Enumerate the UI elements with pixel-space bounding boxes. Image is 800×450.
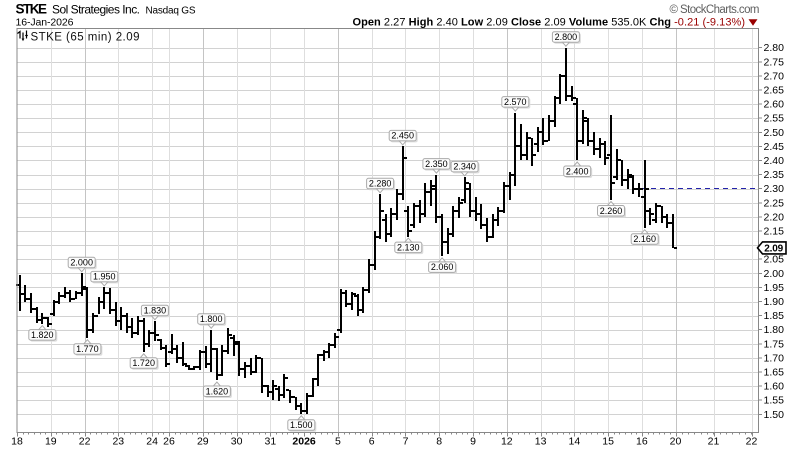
svg-text:1.800: 1.800 xyxy=(200,314,223,324)
svg-text:1.500: 1.500 xyxy=(290,420,313,430)
svg-text:1.50: 1.50 xyxy=(764,409,785,421)
svg-text:1.620: 1.620 xyxy=(206,386,229,396)
svg-text:2.060: 2.060 xyxy=(431,262,454,272)
svg-text:2.50: 2.50 xyxy=(764,127,785,139)
svg-text:29: 29 xyxy=(197,435,209,447)
svg-text:2.35: 2.35 xyxy=(764,169,785,181)
svg-text:30: 30 xyxy=(231,435,243,447)
svg-text:STKE: STKE xyxy=(16,2,48,17)
svg-text:2.130: 2.130 xyxy=(397,242,420,252)
svg-text:2.75: 2.75 xyxy=(764,56,785,68)
svg-text:Sol Strategies Inc.: Sol Strategies Inc. xyxy=(52,3,140,17)
svg-text:31: 31 xyxy=(265,435,277,447)
svg-text:1.80: 1.80 xyxy=(764,324,785,336)
svg-text:2.260: 2.260 xyxy=(600,206,623,216)
svg-text:26: 26 xyxy=(163,435,175,447)
svg-text:2.800: 2.800 xyxy=(555,32,578,42)
svg-text:5: 5 xyxy=(335,435,341,447)
svg-text:13: 13 xyxy=(535,435,547,447)
svg-text:2.340: 2.340 xyxy=(453,162,476,172)
svg-text:2.80: 2.80 xyxy=(764,42,785,54)
svg-text:1.950: 1.950 xyxy=(93,272,116,282)
svg-text:Nasdaq GS: Nasdaq GS xyxy=(146,6,196,17)
svg-text:2.70: 2.70 xyxy=(764,70,785,82)
svg-text:2.09: 2.09 xyxy=(764,244,783,255)
svg-text:23: 23 xyxy=(112,435,124,447)
svg-text:2.60: 2.60 xyxy=(764,99,785,111)
svg-text:1.75: 1.75 xyxy=(764,338,785,350)
svg-text:2.350: 2.350 xyxy=(425,159,448,169)
svg-text:2.65: 2.65 xyxy=(764,85,785,97)
svg-text:2.450: 2.450 xyxy=(391,131,414,141)
svg-text:18: 18 xyxy=(11,435,23,447)
svg-text:© StockCharts.com: © StockCharts.com xyxy=(670,4,760,16)
svg-text:6: 6 xyxy=(369,435,375,447)
svg-text:2.05: 2.05 xyxy=(764,254,785,266)
svg-text:2.570: 2.570 xyxy=(504,97,527,107)
svg-text:8: 8 xyxy=(436,435,442,447)
svg-text:1.85: 1.85 xyxy=(764,310,785,322)
svg-text:Open 2.27 High 2.40 Low 2.09 C: Open 2.27 High 2.40 Low 2.09 Close 2.09 … xyxy=(353,17,746,29)
svg-text:1.60: 1.60 xyxy=(764,381,785,393)
svg-text:19: 19 xyxy=(45,435,57,447)
svg-text:2.000: 2.000 xyxy=(70,258,93,268)
svg-text:15: 15 xyxy=(602,435,614,447)
svg-text:20: 20 xyxy=(670,435,682,447)
svg-text:2026: 2026 xyxy=(292,435,316,447)
svg-text:14: 14 xyxy=(569,435,581,447)
svg-text:22: 22 xyxy=(746,435,758,447)
svg-text:21: 21 xyxy=(708,435,720,447)
svg-text:1.70: 1.70 xyxy=(764,352,785,364)
svg-text:7: 7 xyxy=(403,435,409,447)
svg-text:1.830: 1.830 xyxy=(144,306,167,316)
svg-text:2.280: 2.280 xyxy=(369,179,392,189)
svg-text:12: 12 xyxy=(501,435,513,447)
svg-text:2.20: 2.20 xyxy=(764,211,785,223)
svg-text:1.770: 1.770 xyxy=(76,344,99,354)
svg-text:2.25: 2.25 xyxy=(764,197,785,209)
svg-text:2.00: 2.00 xyxy=(764,268,785,280)
svg-text:1.95: 1.95 xyxy=(764,282,785,294)
svg-text:1.820: 1.820 xyxy=(31,330,54,340)
svg-text:1.720: 1.720 xyxy=(132,358,155,368)
svg-text:1.55: 1.55 xyxy=(764,395,785,407)
svg-text:2.40: 2.40 xyxy=(764,155,785,167)
svg-text:1.90: 1.90 xyxy=(764,296,785,308)
svg-text:2.400: 2.400 xyxy=(566,166,589,176)
svg-text:2.55: 2.55 xyxy=(764,113,785,125)
svg-text:16-Jan-2026: 16-Jan-2026 xyxy=(16,17,74,29)
svg-text:1.65: 1.65 xyxy=(764,367,785,379)
svg-text:2.160: 2.160 xyxy=(633,234,656,244)
svg-text:2.45: 2.45 xyxy=(764,141,785,153)
svg-text:9: 9 xyxy=(470,435,476,447)
svg-text:22: 22 xyxy=(79,435,91,447)
svg-text:STKE (65 min) 2.09: STKE (65 min) 2.09 xyxy=(31,32,140,44)
svg-text:2.15: 2.15 xyxy=(764,226,785,238)
svg-text:24: 24 xyxy=(146,435,158,447)
svg-text:16: 16 xyxy=(636,435,648,447)
svg-text:2.30: 2.30 xyxy=(764,183,785,195)
